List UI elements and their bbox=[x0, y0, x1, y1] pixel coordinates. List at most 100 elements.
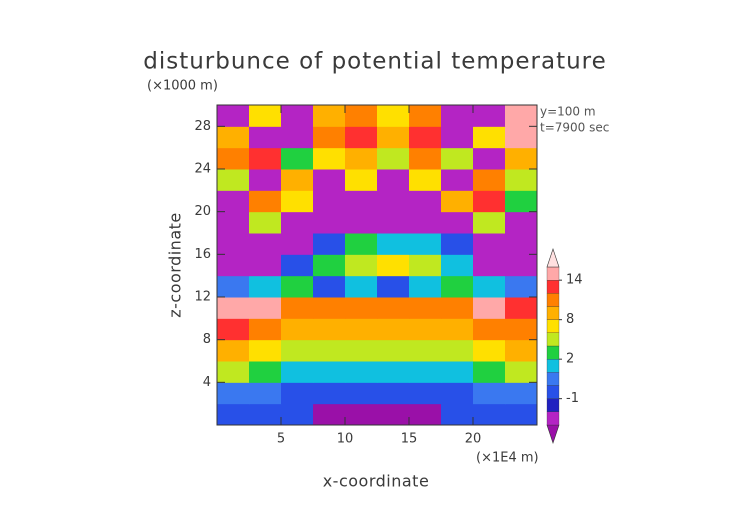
contour-cell bbox=[505, 126, 538, 149]
contour-cell bbox=[345, 147, 378, 170]
contour-cell bbox=[281, 169, 314, 191]
contour-cell bbox=[281, 105, 314, 127]
contour-cell bbox=[377, 147, 410, 170]
contour-cell bbox=[345, 297, 378, 319]
y-tick-label: 8 bbox=[203, 332, 211, 347]
contour-cell bbox=[249, 339, 282, 362]
colorbar-band bbox=[546, 398, 560, 412]
contour-cell bbox=[441, 339, 474, 362]
y-tick-label: 20 bbox=[194, 204, 211, 219]
contour-cell bbox=[345, 339, 378, 362]
contour-cell bbox=[217, 275, 250, 298]
contour-cell bbox=[249, 361, 282, 383]
colorbar-tick-label: 14 bbox=[566, 273, 583, 288]
y-tick-label: 12 bbox=[194, 290, 211, 305]
contour-cell bbox=[441, 318, 474, 341]
contour-cell bbox=[473, 211, 506, 234]
contour-cell bbox=[473, 318, 506, 341]
x-tick-label: 20 bbox=[465, 432, 482, 447]
contour-cell bbox=[281, 339, 314, 362]
contour-cell bbox=[217, 169, 250, 191]
contour-cell bbox=[217, 339, 250, 362]
contour-cell bbox=[505, 233, 538, 255]
contour-cell bbox=[249, 169, 282, 191]
x-tick-label: 10 bbox=[337, 432, 354, 447]
x-axis-label: x-coordinate bbox=[323, 472, 430, 491]
contour-cell bbox=[313, 254, 346, 277]
contour-cell bbox=[249, 382, 282, 405]
contour-cell bbox=[377, 318, 410, 341]
contour-cell bbox=[217, 403, 250, 426]
contour-cell bbox=[377, 233, 410, 255]
contour-cell bbox=[377, 275, 410, 298]
contour-cell bbox=[505, 361, 538, 383]
contour-cell bbox=[505, 297, 538, 319]
contour-cell bbox=[345, 190, 378, 213]
contour-cell bbox=[377, 190, 410, 213]
contour-cell bbox=[409, 190, 442, 213]
contour-cell bbox=[281, 233, 314, 255]
contour-cell bbox=[473, 339, 506, 362]
colorbar-band bbox=[546, 306, 560, 320]
contour-cell bbox=[505, 382, 538, 405]
contour-cell bbox=[249, 211, 282, 234]
contour-cell bbox=[281, 361, 314, 383]
contour-cell bbox=[409, 297, 442, 319]
contour-cell bbox=[505, 190, 538, 213]
contour-cell bbox=[217, 190, 250, 213]
contour-cell bbox=[441, 361, 474, 383]
contour-cell bbox=[441, 297, 474, 319]
contour-cell bbox=[377, 339, 410, 362]
colorbar-band bbox=[546, 359, 560, 373]
y-tick-label: 24 bbox=[194, 162, 211, 177]
contour-cell bbox=[505, 254, 538, 277]
colorbar-band bbox=[546, 293, 560, 307]
axes: 5 10 15 20 4 8 12 16 20 24 28 bbox=[194, 104, 538, 447]
contour-cell bbox=[441, 254, 474, 277]
chart-title: disturbunce of potential temperature bbox=[143, 49, 607, 75]
contour-cell bbox=[473, 297, 506, 319]
contour-cell bbox=[281, 190, 314, 213]
contour-cell bbox=[505, 211, 538, 234]
contour-cell bbox=[441, 382, 474, 405]
contour-cell bbox=[441, 275, 474, 298]
contour-cell bbox=[377, 382, 410, 405]
contour-cell bbox=[473, 403, 506, 426]
contour-cell bbox=[345, 233, 378, 255]
contour-cell bbox=[249, 254, 282, 277]
contour-cell bbox=[249, 233, 282, 255]
colorbar-tick-label: 8 bbox=[566, 312, 574, 327]
contour-cell bbox=[377, 126, 410, 149]
contour-cell bbox=[313, 169, 346, 191]
contour-cell bbox=[377, 105, 410, 127]
contour-cell bbox=[313, 275, 346, 298]
colorbar-tick-label: 2 bbox=[566, 352, 574, 367]
contour-cell bbox=[313, 339, 346, 362]
contour-cell bbox=[313, 126, 346, 149]
contour-cell bbox=[249, 297, 282, 319]
contour-cell bbox=[409, 361, 442, 383]
contour-cell bbox=[249, 147, 282, 170]
contour-cell bbox=[217, 382, 250, 405]
contour-cell bbox=[217, 254, 250, 277]
contour-cell bbox=[217, 105, 250, 127]
y-tick-label: 16 bbox=[194, 247, 211, 262]
contour-cell bbox=[377, 169, 410, 191]
contour-cell bbox=[377, 211, 410, 234]
contour-cell bbox=[281, 318, 314, 341]
contour-cell bbox=[441, 126, 474, 149]
contour-cell bbox=[281, 297, 314, 319]
contour-cell bbox=[217, 147, 250, 170]
contour-cell bbox=[441, 211, 474, 234]
contour-cell bbox=[473, 190, 506, 213]
colorbar-band bbox=[546, 411, 560, 426]
contour-cell bbox=[249, 318, 282, 341]
colorbar-band bbox=[546, 280, 560, 294]
contour-field bbox=[217, 105, 538, 426]
contour-cell bbox=[409, 211, 442, 234]
contour-cell bbox=[313, 318, 346, 341]
y-unit-label: (×1000 m) bbox=[147, 79, 218, 94]
contour-cell bbox=[505, 169, 538, 191]
contour-cell bbox=[217, 233, 250, 255]
contour-cell bbox=[441, 403, 474, 426]
